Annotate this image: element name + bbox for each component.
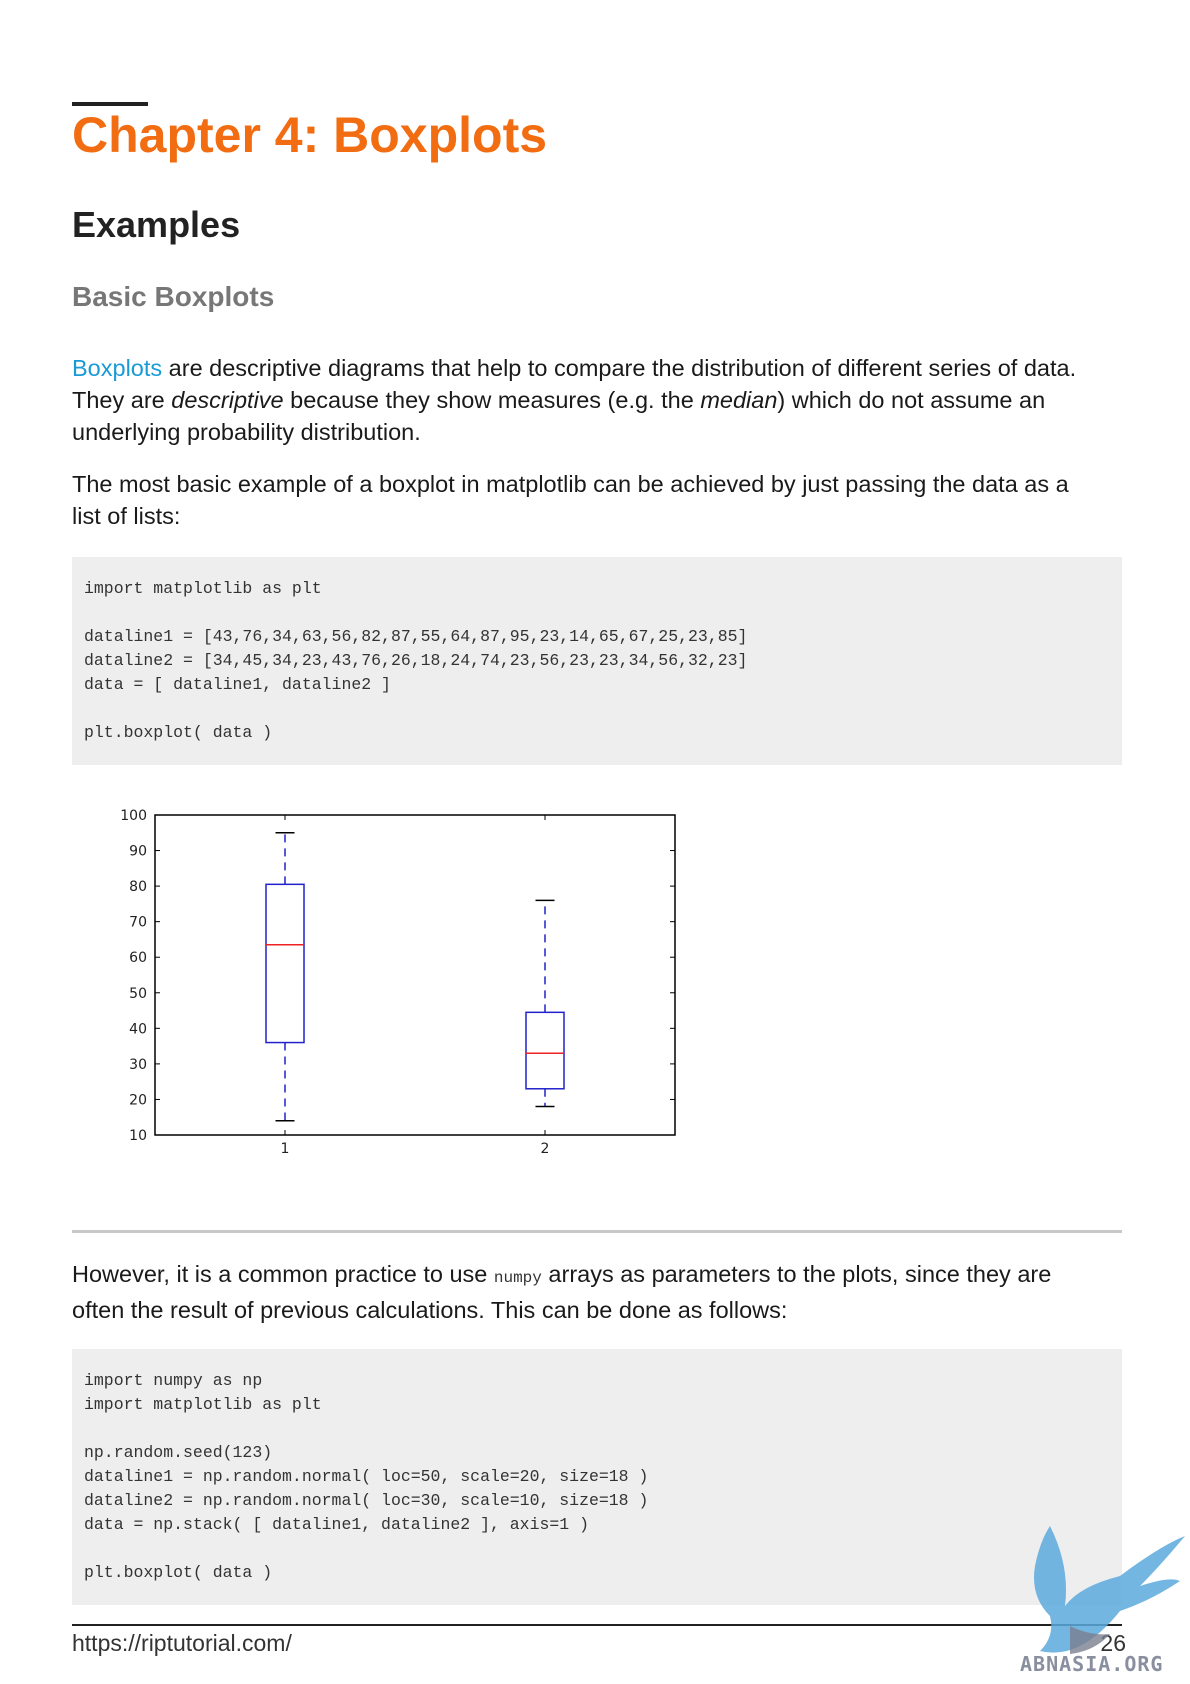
code-line: import numpy as np (84, 1371, 263, 1390)
para3-line2: often the result of previous calculation… (72, 1297, 788, 1323)
code-line: import matplotlib as plt (84, 1395, 322, 1414)
code-line: data = np.stack( [ dataline1, dataline2 … (84, 1515, 589, 1534)
y-tick-label: 10 (129, 1128, 147, 1144)
intro-line2-b: because they show measures (e.g. the (283, 387, 701, 413)
boxplot-chart: 10 20 30 40 50 60 70 80 90 100 1 2 (120, 808, 676, 1157)
intro-median-emphasis: median (700, 387, 778, 413)
subsection-title: Basic Boxplots (72, 281, 275, 312)
boxplots-link[interactable]: Boxplots (72, 355, 163, 381)
section-separator (72, 1230, 1122, 1233)
y-tick-label: 50 (129, 986, 147, 1002)
code-block-basic: import matplotlib as plt dataline1 = [43… (72, 557, 1122, 765)
code-line: dataline2 = np.random.normal( loc=30, sc… (84, 1491, 649, 1510)
chapter-title: Chapter 4: Boxplots (72, 107, 548, 163)
code-line (84, 1537, 1110, 1561)
basic-example-paragraph: The most basic example of a boxplot in m… (72, 468, 1122, 532)
intro-line2-a: They are (72, 387, 172, 413)
y-tick-label: 60 (129, 950, 147, 966)
code-line (84, 697, 1110, 721)
intro-paragraph: Boxplots are descriptive diagrams that h… (72, 352, 1122, 448)
numpy-paragraph: However, it is a common practice to use … (72, 1258, 1122, 1326)
box-1 (265, 883, 305, 1044)
code-block-numpy: import numpy as np import matplotlib as … (72, 1349, 1122, 1605)
para3-b: arrays as parameters to the plots, since… (541, 1261, 1052, 1287)
intro-line3: underlying probability distribution. (72, 419, 421, 445)
chapter-rule (72, 102, 148, 106)
code-line: plt.boxplot( data ) (84, 723, 273, 742)
y-tick-label: 70 (129, 915, 147, 931)
code-line: import matplotlib as plt (84, 579, 322, 598)
para2-line1: The most basic example of a boxplot in m… (72, 471, 1069, 497)
code-line (84, 1417, 1110, 1441)
watermark-text: ABNASIA.ORG (1020, 1652, 1164, 1676)
section-title: Examples (72, 204, 241, 245)
code-line: dataline2 = [34,45,34,23,43,76,26,18,24,… (84, 651, 748, 670)
code-line: dataline1 = np.random.normal( loc=50, sc… (84, 1467, 649, 1486)
x-tick-label: 2 (541, 1141, 550, 1157)
code-line (84, 601, 1110, 625)
y-tick-label: 20 (129, 1092, 147, 1108)
numpy-inline-code: numpy (493, 1269, 542, 1287)
code-line: np.random.seed(123) (84, 1443, 273, 1462)
intro-line2-c: ) which do not assume an (777, 387, 1046, 413)
y-tick-label: 30 (129, 1057, 147, 1073)
griffin-watermark-logo (1034, 1526, 1185, 1654)
para3-a: However, it is a common practice to use (72, 1261, 494, 1287)
footer-url-link[interactable]: https://riptutorial.com/ (72, 1630, 292, 1656)
y-tick-label: 90 (129, 844, 147, 860)
code-line: data = [ dataline1, dataline2 ] (84, 675, 391, 694)
x-tick-label: 1 (281, 1141, 290, 1157)
box-2 (525, 1011, 565, 1090)
y-tick-label: 80 (129, 879, 147, 895)
para2-line2: list of lists: (72, 503, 181, 529)
y-tick-label: 100 (120, 808, 147, 824)
intro-descriptive-emphasis: descriptive (171, 387, 284, 413)
code-line: dataline1 = [43,76,34,63,56,82,87,55,64,… (84, 627, 748, 646)
code-line: plt.boxplot( data ) (84, 1563, 273, 1582)
y-tick-label: 40 (129, 1021, 147, 1037)
plot-frame (154, 814, 676, 1136)
footer-rule (72, 1624, 1122, 1626)
intro-line1-text: are descriptive diagrams that help to co… (162, 355, 1077, 381)
